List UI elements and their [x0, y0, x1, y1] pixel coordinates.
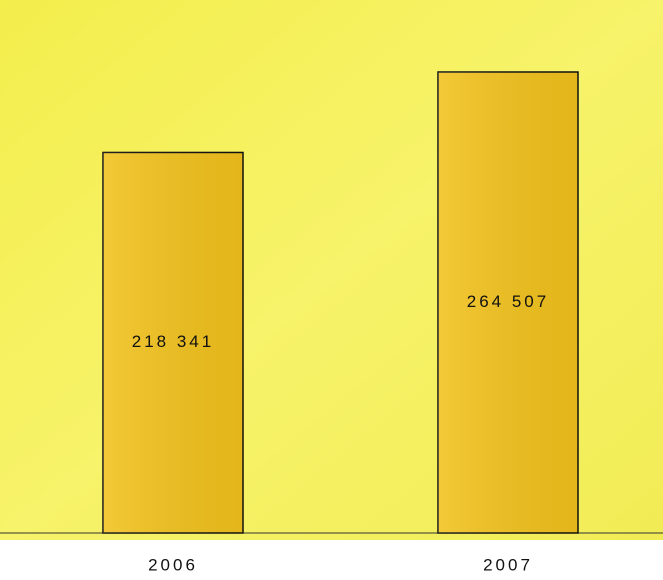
value-label: 218 341: [132, 332, 214, 351]
page-margin: [0, 540, 663, 580]
x-tick-label: 2007: [483, 555, 533, 574]
value-label: 264 507: [467, 292, 549, 311]
bar-shade: [103, 152, 243, 533]
x-tick-label: 2006: [148, 555, 198, 574]
bar-shade: [438, 72, 578, 533]
